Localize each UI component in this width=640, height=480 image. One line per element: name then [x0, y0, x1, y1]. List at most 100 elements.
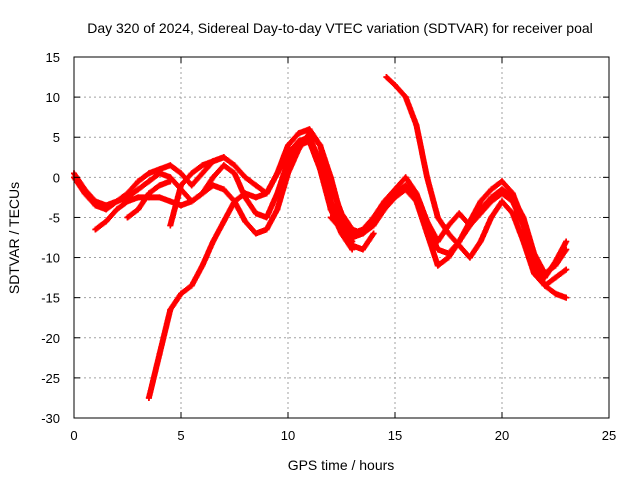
- data-point: [167, 162, 174, 169]
- x-tick-label: 25: [602, 428, 616, 443]
- data-point: [456, 210, 463, 217]
- data-point: [210, 158, 217, 165]
- data-point: [413, 122, 420, 129]
- data-point: [156, 170, 163, 177]
- series-pass-6: [167, 154, 227, 229]
- data-point: [178, 290, 184, 297]
- data-point: [231, 198, 238, 205]
- x-tick-label: 0: [70, 428, 77, 443]
- data-point: [541, 270, 548, 277]
- data-point: [178, 170, 184, 177]
- data-point: [145, 394, 152, 401]
- data-point: [295, 130, 302, 137]
- data-point: [520, 238, 527, 245]
- data-point: [434, 262, 441, 269]
- series-pass-2: [71, 138, 356, 253]
- data-point: [167, 178, 174, 185]
- data-point: [456, 242, 463, 249]
- data-point: [424, 218, 431, 225]
- y-tick-label: 0: [53, 170, 60, 185]
- data-point: [156, 194, 163, 201]
- data-point: [188, 182, 195, 189]
- data-point: [349, 230, 356, 237]
- data-point: [263, 190, 270, 197]
- data-point: [359, 226, 366, 233]
- x-tick-label: 15: [388, 428, 402, 443]
- y-tick-label: -10: [41, 251, 60, 266]
- data-point: [499, 198, 505, 205]
- data-point: [242, 218, 249, 225]
- plot-frame: [73, 56, 610, 419]
- data-point: [167, 198, 174, 205]
- data-point: [124, 214, 131, 221]
- data-point: [531, 250, 538, 257]
- data-point: [402, 94, 409, 101]
- data-point: [285, 170, 291, 177]
- data-point: [359, 246, 366, 253]
- data-point: [370, 214, 377, 221]
- data-point: [92, 202, 99, 209]
- data-point: [231, 170, 238, 177]
- data-point: [381, 198, 388, 205]
- data-point: [145, 190, 152, 197]
- data-point: [383, 74, 390, 81]
- series-pass-9: [383, 74, 570, 289]
- data-point: [103, 206, 110, 213]
- x-tick-label: 10: [281, 428, 295, 443]
- data-point: [210, 182, 217, 189]
- data-point: [488, 194, 495, 201]
- data-point: [317, 142, 324, 149]
- data-point: [445, 230, 452, 237]
- data-point: [242, 174, 249, 181]
- series-pass-5: [124, 178, 174, 221]
- data-point: [92, 226, 99, 233]
- data-point: [220, 186, 227, 193]
- data-point: [563, 266, 570, 273]
- data-point: [135, 194, 142, 201]
- data-point: [338, 226, 345, 233]
- data-point: [263, 226, 270, 233]
- data-point: [113, 206, 120, 213]
- data-point: [220, 154, 227, 161]
- data-point: [156, 350, 163, 357]
- data-point: [167, 306, 174, 313]
- data-point: [274, 206, 281, 213]
- data-point: [338, 218, 345, 225]
- data-point: [327, 182, 334, 189]
- data-point: [509, 194, 516, 201]
- data-point: [327, 206, 334, 213]
- data-point: [563, 294, 570, 301]
- x-tick-label: 20: [495, 428, 509, 443]
- data-point: [220, 162, 227, 169]
- data-point: [135, 178, 142, 185]
- y-tick-label: -15: [41, 291, 60, 306]
- data-point: [445, 250, 452, 257]
- data-point: [199, 170, 206, 177]
- data-point: [188, 282, 195, 289]
- axis-ticks: 0 5 10 15 20 25 -30 -25 -20 -15 -10 -5 0 5 10 15: [41, 50, 616, 443]
- data-point: [156, 182, 163, 189]
- data-point: [135, 186, 142, 193]
- data-point: [220, 218, 227, 225]
- data-point: [466, 254, 473, 261]
- data-point: [285, 142, 291, 149]
- data-point: [210, 174, 217, 181]
- x-axis-label: GPS time / hours: [288, 457, 395, 473]
- data-point: [252, 182, 259, 189]
- data-point: [242, 190, 249, 197]
- chart-title: Day 320 of 2024, Sidereal Day-to-day VTE…: [87, 20, 593, 36]
- y-tick-label: 5: [53, 130, 60, 145]
- data-point: [231, 162, 238, 169]
- data-point: [434, 238, 441, 245]
- data-point: [263, 214, 270, 221]
- data-point: [552, 290, 559, 297]
- data-point: [199, 262, 206, 269]
- data-point: [113, 198, 120, 205]
- y-tick-label: -5: [48, 210, 60, 225]
- data-point: [499, 186, 505, 193]
- data-point: [103, 218, 110, 225]
- data-point: [178, 202, 184, 209]
- y-tick-label: -30: [41, 411, 60, 426]
- data-point: [338, 210, 345, 217]
